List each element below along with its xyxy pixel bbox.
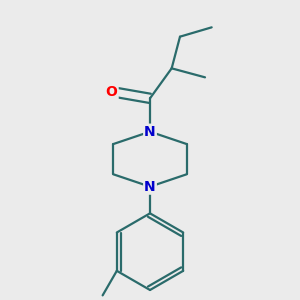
Text: N: N — [144, 180, 156, 194]
Text: O: O — [106, 85, 118, 99]
Text: N: N — [144, 125, 156, 139]
